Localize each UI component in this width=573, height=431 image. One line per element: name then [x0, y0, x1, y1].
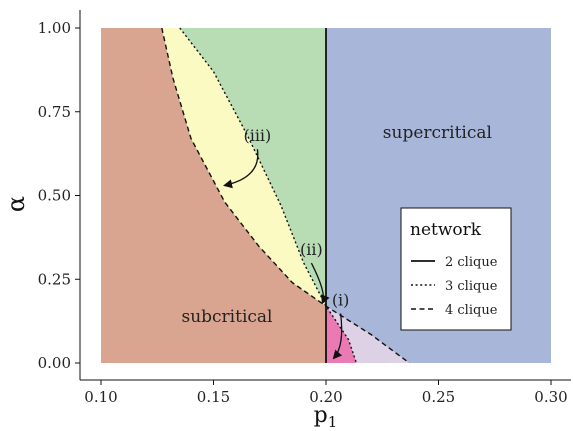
x-axis-title-base: p: [314, 403, 328, 428]
region-labels: subcritical supercritical: [181, 123, 491, 327]
boundary-3-clique: [179, 27, 358, 364]
legend-label: 3 clique: [445, 279, 498, 294]
region-label-supercritical: supercritical: [383, 123, 492, 143]
annotation-arrow: [310, 262, 330, 305]
legend-box: [400, 207, 512, 331]
x-axis-title: p1: [314, 403, 338, 431]
subcritical-region: [101, 28, 326, 363]
region-label-subcritical: subcritical: [181, 307, 272, 327]
legend-label: 4 clique: [445, 303, 498, 318]
legend-label: 2 clique: [445, 255, 498, 270]
axes: 0.10 0.15 0.20 0.25 0.30 0.00 0.25 0.50 0.75 1.00…: [2, 10, 571, 431]
x-tick-label: 0.25: [422, 388, 455, 406]
x-tick-label: 0.20: [309, 388, 342, 406]
boundary-curves: [161, 27, 410, 364]
region-lavender: [326, 306, 410, 363]
y-axis-title: α: [2, 196, 30, 212]
annotation-arrow: [332, 313, 343, 360]
legend-title: network: [410, 220, 482, 240]
y-tick-label: 0.00: [38, 354, 71, 372]
y-tick-label: 0.25: [38, 270, 71, 288]
y-tick-label: 0.50: [38, 187, 71, 205]
legend: network 2 clique 3 clique 4 clique: [400, 207, 512, 331]
annotation-label: (iii): [243, 126, 271, 145]
boundary-4-clique: [161, 27, 410, 364]
y-tick-label: 1.00: [38, 19, 71, 37]
x-axis-title-subscript: 1: [328, 413, 338, 431]
annotation-arrow: [223, 149, 259, 189]
annotations: (iii) (ii) (i): [223, 126, 350, 360]
annotation-label: (ii): [300, 240, 323, 259]
annotation-label: (i): [332, 290, 350, 309]
plot-regions: [101, 28, 551, 363]
x-tick-label: 0.15: [197, 388, 230, 406]
region-iii: [161, 28, 326, 307]
x-tick-label: 0.10: [84, 388, 117, 406]
y-tick-label: 0.75: [38, 103, 71, 121]
x-tick-label: 0.30: [534, 388, 567, 406]
